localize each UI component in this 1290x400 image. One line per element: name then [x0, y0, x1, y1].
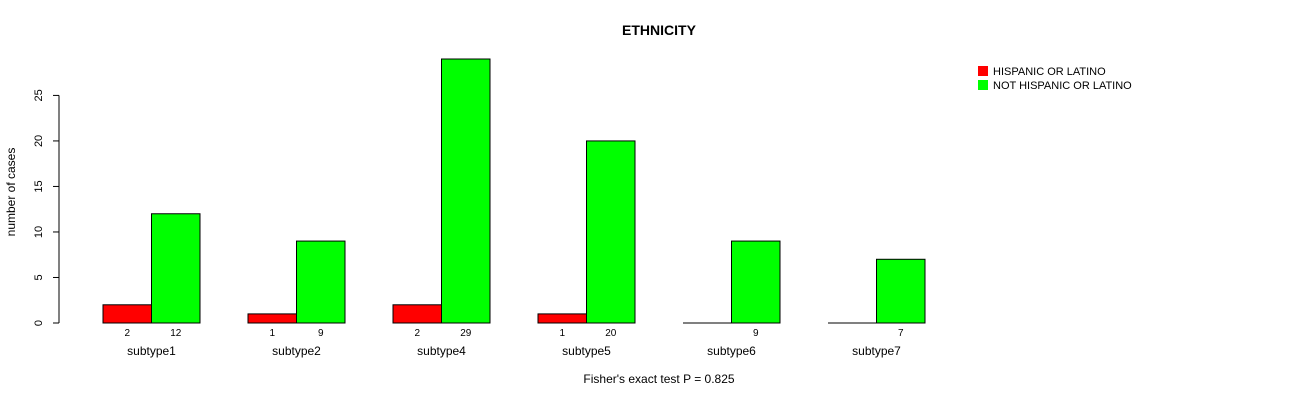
bar-subtype2-series1	[247, 313, 297, 324]
bar-value-label: 20	[605, 328, 617, 339]
y-tick-label: 5	[33, 274, 45, 280]
y-tick-label: 15	[33, 180, 45, 192]
bar-subtype4-series1	[392, 304, 442, 324]
x-axis-label: Fisher's exact test P = 0.825	[583, 372, 734, 386]
category-label: subtype6	[707, 344, 756, 358]
bar-value-label: 12	[170, 328, 182, 339]
y-tick-label: 20	[33, 135, 45, 147]
bar-subtype6-series2	[731, 240, 781, 324]
legend-label-series2: NOT HISPANIC OR LATINO	[993, 80, 1132, 92]
legend-label-series1: HISPANIC OR LATINO	[993, 66, 1106, 78]
chart-title: ETHNICITY	[622, 22, 697, 38]
bar-subtype5-series2	[586, 140, 636, 324]
category-label: subtype7	[852, 344, 901, 358]
y-tick-label: 10	[33, 226, 45, 238]
bar-subtype1-series1	[102, 304, 152, 324]
category-label: subtype2	[272, 344, 321, 358]
bar-subtype7-series2	[876, 258, 926, 324]
bar-value-label: 7	[898, 328, 904, 339]
bar-value-label: 2	[414, 328, 420, 339]
bar-subtype2-series2	[296, 240, 346, 324]
category-label: subtype1	[127, 344, 176, 358]
legend-swatch-series2	[978, 80, 988, 90]
bar-value-label: 1	[559, 328, 565, 339]
bar-subtype1-series2	[151, 213, 201, 324]
bar-value-label: 9	[318, 328, 324, 339]
bar-value-label: 29	[460, 328, 472, 339]
category-label: subtype4	[417, 344, 466, 358]
y-tick-label: 25	[33, 89, 45, 101]
bar-value-label: 2	[124, 328, 130, 339]
legend-swatch-series1	[978, 66, 988, 76]
bar-value-label: 1	[269, 328, 275, 339]
y-axis: 0 5 10 15 20 25	[33, 89, 60, 326]
bar-subtype5-series1	[537, 313, 587, 324]
bars: 2 12 subtype1 1 9 subtype2 2 29 subtype4 1 20 subty…	[102, 58, 926, 358]
bar-value-label: 9	[753, 328, 759, 339]
category-label: subtype5	[562, 344, 611, 358]
y-tick-label: 0	[33, 320, 45, 326]
legend: HISPANIC OR LATINO NOT HISPANIC OR LATINO	[978, 66, 1132, 92]
bar-subtype4-series2	[441, 58, 491, 324]
y-axis-label: number of cases	[4, 148, 18, 237]
